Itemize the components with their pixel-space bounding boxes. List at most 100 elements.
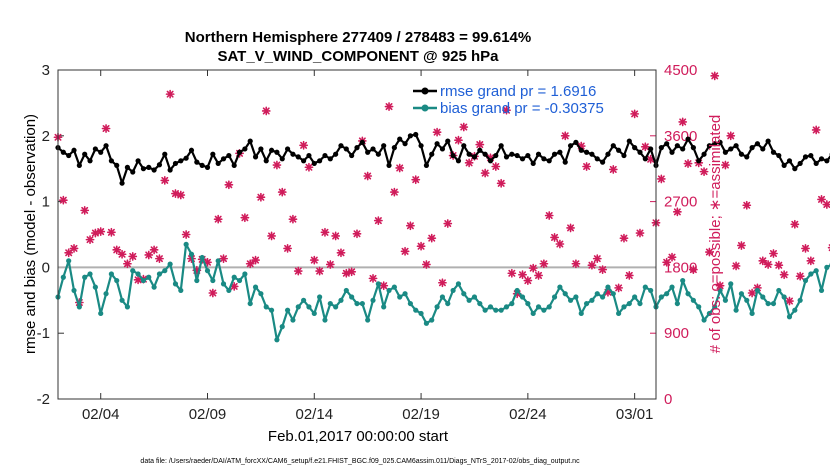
rmse-point — [637, 149, 643, 155]
rmse-point — [124, 164, 131, 170]
obs-point — [422, 260, 431, 269]
rmse-point — [114, 162, 120, 169]
obs-point — [373, 216, 383, 226]
bias-point — [434, 304, 440, 310]
bias-point — [792, 307, 798, 313]
obs-point — [240, 213, 250, 223]
rmse-point — [98, 149, 104, 155]
legend-bias-label: bias grand pr = -0.30375 — [440, 100, 604, 117]
bias-point — [349, 294, 355, 300]
obs-point — [85, 235, 95, 245]
obs-point — [731, 261, 741, 271]
obs-point — [304, 162, 314, 172]
obs-point — [550, 233, 559, 242]
rmse-point — [487, 158, 494, 164]
obs-point — [438, 278, 447, 288]
obs-point — [395, 163, 405, 173]
obs-point — [229, 282, 239, 291]
bias-point — [135, 271, 141, 277]
obs-point — [491, 162, 501, 171]
rmse-point — [375, 151, 381, 157]
rmse-point — [183, 155, 189, 161]
rmse-point — [413, 131, 419, 138]
rmse-point — [76, 162, 82, 169]
obs-point — [320, 227, 330, 237]
bias-point — [76, 304, 82, 310]
bias-point — [776, 287, 782, 294]
obs-point — [635, 228, 645, 238]
obs-point — [464, 158, 474, 168]
y-left-tick-label: 0 — [42, 259, 50, 276]
bias-point — [519, 294, 526, 300]
bias-point — [210, 277, 216, 284]
obs-point — [288, 214, 298, 224]
obs-point — [267, 231, 276, 241]
rmse-point — [733, 143, 739, 149]
bias-point — [589, 297, 595, 303]
bias-point — [429, 317, 435, 323]
rmse-point — [247, 138, 253, 144]
bias-point — [541, 307, 547, 313]
obs-point — [811, 125, 821, 135]
obs-point — [582, 162, 591, 171]
bias-point — [530, 310, 536, 317]
rmse-point — [423, 162, 430, 169]
bias-point — [263, 304, 269, 310]
rmse-point — [140, 166, 147, 172]
obs-point — [555, 239, 565, 249]
bias-point — [103, 291, 109, 297]
bias-point — [680, 277, 686, 284]
bias-point — [626, 300, 632, 307]
obs-point — [790, 219, 800, 229]
obs-point — [277, 187, 287, 197]
rmse-point — [92, 146, 98, 152]
rmse-point — [429, 151, 435, 157]
obs-point — [614, 283, 624, 293]
bias-point — [268, 307, 275, 313]
obs-point — [90, 228, 100, 238]
obs-point — [293, 266, 303, 276]
series-bias — [55, 241, 830, 343]
rmse-point — [557, 149, 563, 155]
bias-point — [557, 284, 563, 290]
obs-point — [101, 124, 111, 133]
rmse-point — [343, 146, 349, 152]
bias-point — [439, 294, 446, 300]
bias-point — [98, 310, 104, 317]
obs-point — [806, 256, 816, 266]
bias-point — [797, 297, 803, 303]
bias-point — [119, 297, 125, 303]
legend-rmse-label: rmse grand pr = 1.6916 — [440, 83, 596, 100]
rmse-point — [802, 154, 809, 160]
rmse-point — [781, 162, 787, 169]
obs-point — [315, 266, 325, 276]
rmse-point — [156, 162, 163, 168]
rmse-point — [204, 164, 211, 170]
obs-point — [165, 89, 175, 99]
obs-point — [155, 254, 164, 264]
bias-point — [114, 277, 120, 284]
y-left-tick-label: -1 — [37, 325, 50, 342]
data-file-footnote: data file: /Users/raeder/DAI/ATM_forcXX/… — [140, 458, 580, 465]
bias-point — [728, 281, 734, 287]
bias-point — [648, 287, 654, 294]
rmse-point — [135, 158, 141, 164]
y-axis-left-label: rmse and bias (model - observation) — [22, 114, 39, 354]
bias-point — [418, 310, 424, 317]
obs-point — [769, 249, 778, 258]
rmse-point — [455, 158, 462, 164]
bias-point — [781, 294, 787, 300]
bias-point — [130, 268, 136, 274]
obs-point — [704, 247, 714, 257]
obs-point — [352, 229, 362, 239]
bias-point — [712, 304, 718, 310]
obs-point — [213, 214, 223, 224]
rmse-point — [493, 152, 499, 159]
y-right-tick-label: 1800 — [664, 259, 697, 276]
bias-point — [156, 271, 163, 277]
obs-point — [411, 175, 421, 185]
bias-point — [343, 287, 349, 294]
bias-point — [167, 261, 173, 267]
obs-point — [742, 200, 752, 210]
rmse-point — [509, 151, 515, 157]
